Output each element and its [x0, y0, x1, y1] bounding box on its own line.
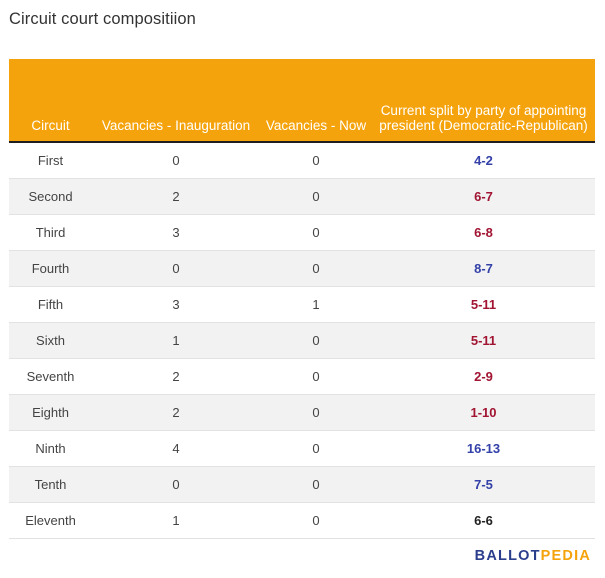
cell-circuit: Fifth: [9, 286, 92, 323]
cell-vacancies-inauguration: 1: [92, 502, 260, 539]
table-row: Seventh 2 0 2-9: [9, 358, 595, 395]
cell-circuit: Eleventh: [9, 502, 92, 539]
cell-circuit: Sixth: [9, 322, 92, 359]
logo-text-ballot: BALLOT: [474, 548, 541, 564]
cell-circuit: First: [9, 142, 92, 179]
cell-circuit: Fourth: [9, 250, 92, 287]
cell-circuit: Ninth: [9, 430, 92, 467]
table-row: Second 2 0 6-7: [9, 178, 595, 215]
column-header-current-split: Current split by party of appointing pre…: [372, 59, 595, 143]
logo-text-pedia: PEDIA: [540, 548, 591, 564]
cell-vacancies-now: 0: [260, 502, 372, 539]
cell-split: 6-7: [372, 178, 595, 215]
cell-split: 1-10: [372, 394, 595, 431]
table-row: Ninth 4 0 16-13: [9, 430, 595, 467]
cell-circuit: Tenth: [9, 466, 92, 503]
cell-vacancies-now: 0: [260, 322, 372, 359]
cell-vacancies-inauguration: 0: [92, 142, 260, 179]
cell-vacancies-inauguration: 0: [92, 466, 260, 503]
cell-circuit: Second: [9, 178, 92, 215]
table-row: Eighth 2 0 1-10: [9, 394, 595, 431]
column-header-circuit: Circuit: [9, 59, 92, 143]
table-row: Eleventh 1 0 6-6: [9, 502, 595, 539]
cell-vacancies-now: 1: [260, 286, 372, 323]
cell-vacancies-now: 0: [260, 214, 372, 251]
table-header-row: Circuit Vacancies - Inauguration Vacanci…: [9, 59, 595, 143]
cell-split: 6-8: [372, 214, 595, 251]
ballotpedia-logo: BALLOTPEDIA: [475, 548, 591, 564]
table-row: Third 3 0 6-8: [9, 214, 595, 251]
cell-circuit: Third: [9, 214, 92, 251]
cell-vacancies-now: 0: [260, 466, 372, 503]
table-row: Sixth 1 0 5-11: [9, 322, 595, 359]
cell-vacancies-now: 0: [260, 394, 372, 431]
cell-vacancies-now: 0: [260, 358, 372, 395]
cell-vacancies-now: 0: [260, 430, 372, 467]
cell-split: 7-5: [372, 466, 595, 503]
table-body: First 0 0 4-2 Second 2 0 6-7 Third 3 0 6-8 Fourth 0 0 8…: [9, 142, 595, 539]
table-row: Tenth 0 0 7-5: [9, 466, 595, 503]
cell-split: 4-2: [372, 142, 595, 179]
cell-vacancies-inauguration: 3: [92, 214, 260, 251]
cell-vacancies-inauguration: 2: [92, 178, 260, 215]
cell-vacancies-now: 0: [260, 250, 372, 287]
cell-vacancies-inauguration: 3: [92, 286, 260, 323]
circuit-court-table: Circuit Vacancies - Inauguration Vacanci…: [9, 59, 595, 539]
cell-circuit: Seventh: [9, 358, 92, 395]
cell-vacancies-inauguration: 0: [92, 250, 260, 287]
table-row: Fourth 0 0 8-7: [9, 250, 595, 287]
table-row: First 0 0 4-2: [9, 142, 595, 179]
cell-vacancies-inauguration: 1: [92, 322, 260, 359]
cell-split: 5-11: [372, 322, 595, 359]
cell-vacancies-inauguration: 4: [92, 430, 260, 467]
cell-vacancies-inauguration: 2: [92, 394, 260, 431]
chart-title: Circuit court compositiion: [9, 10, 196, 28]
table-row: Fifth 3 1 5-11: [9, 286, 595, 323]
cell-split: 8-7: [372, 250, 595, 287]
column-header-vacancies-inauguration: Vacancies - Inauguration: [92, 59, 260, 143]
cell-split: 5-11: [372, 286, 595, 323]
cell-vacancies-now: 0: [260, 178, 372, 215]
cell-split: 2-9: [372, 358, 595, 395]
column-header-vacancies-now: Vacancies - Now: [260, 59, 372, 143]
cell-split: 6-6: [372, 502, 595, 539]
cell-vacancies-inauguration: 2: [92, 358, 260, 395]
cell-circuit: Eighth: [9, 394, 92, 431]
cell-vacancies-now: 0: [260, 142, 372, 179]
cell-split: 16-13: [372, 430, 595, 467]
